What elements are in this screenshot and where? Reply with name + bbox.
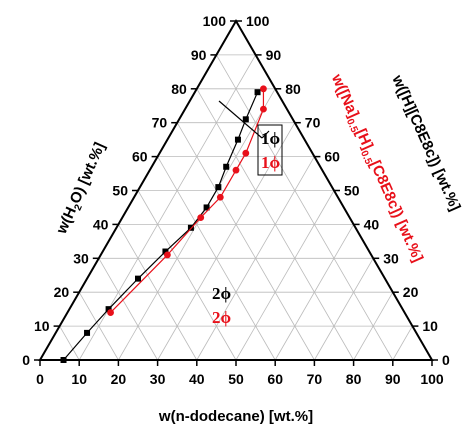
- left-tick-label: 80: [171, 81, 187, 97]
- left-tick-label: 10: [34, 318, 50, 334]
- grid-line-dodecane: [392, 325, 413, 361]
- right-tick-label: 90: [266, 47, 282, 63]
- right-tick-label: 40: [364, 216, 380, 232]
- pointer-line-1: [218, 100, 263, 139]
- right-tick-label: 60: [324, 149, 340, 165]
- right-tick-label: 100: [246, 13, 270, 29]
- grid-line-water: [78, 291, 119, 361]
- data-point-circle: [164, 251, 171, 259]
- bottom-tick-label: 10: [71, 371, 87, 387]
- pointer-line-2: [261, 130, 270, 139]
- grid-line-dodecane: [157, 122, 296, 361]
- bottom-tick-label: 0: [36, 371, 44, 387]
- grid-line-dodecane: [235, 190, 335, 361]
- right-tick-label: 70: [305, 115, 321, 131]
- bottom-tick-label: 60: [267, 371, 283, 387]
- right-tick-label: 20: [403, 284, 419, 300]
- data-point-square: [242, 116, 249, 123]
- data-point-square: [254, 89, 261, 96]
- grid-line-water: [216, 54, 394, 361]
- one-phase-box: [257, 124, 283, 176]
- left-tick-label: 70: [152, 115, 168, 131]
- left-tick-label: 60: [132, 149, 148, 165]
- one-phase-label-black: 1ϕ: [261, 129, 280, 148]
- data-point-square: [105, 306, 112, 313]
- data-point-square: [60, 357, 67, 363]
- bottom-tick-label: 30: [150, 371, 166, 387]
- data-point-circle: [216, 193, 224, 201]
- data-point-square: [223, 163, 230, 170]
- left-tick-label: 90: [191, 47, 207, 63]
- data-point-square: [234, 136, 241, 143]
- data-point-square: [135, 275, 141, 282]
- grid-line-dodecane: [274, 224, 354, 361]
- data-point-square: [203, 204, 210, 211]
- two-phase-label-red: 2ϕ: [212, 308, 231, 327]
- bottom-tick-label: 80: [346, 371, 362, 387]
- data-point-square: [84, 329, 91, 336]
- grid-line-water: [59, 325, 80, 361]
- left-tick-label: 100: [203, 13, 227, 29]
- data-point-square: [215, 184, 222, 191]
- right-tick-label: 30: [383, 250, 399, 266]
- data-point-circle: [107, 309, 114, 316]
- bottom-tick-label: 70: [307, 371, 323, 387]
- left-tick-label: 20: [54, 284, 70, 300]
- left-tick-label: 50: [112, 183, 128, 199]
- tick-marks: [34, 20, 438, 366]
- bottom-tick-label: 90: [385, 371, 401, 387]
- right-tick-label: 10: [422, 318, 438, 334]
- data-series: [60, 85, 267, 363]
- data-point-circle: [197, 214, 205, 222]
- grid-line-water: [118, 224, 198, 361]
- grid-line-dodecane: [353, 291, 394, 361]
- one-phase-label-red: 1ϕ: [261, 153, 280, 172]
- grid-line-water: [137, 190, 237, 361]
- right-axis-title-black: w([H][C8E8c]) [wt.%]: [388, 72, 464, 214]
- right-tick-label: 50: [344, 183, 360, 199]
- data-point-circle: [232, 166, 240, 174]
- left-tick-label: 0: [22, 352, 30, 368]
- bottom-tick-labels: 0 10 20 30 40 50 60 70 80 90 100: [36, 371, 444, 387]
- data-point-square: [162, 248, 169, 255]
- right-tick-label: 0: [442, 352, 450, 368]
- left-tick-label: 40: [93, 216, 109, 232]
- bottom-tick-label: 20: [111, 371, 127, 387]
- data-point-circle: [260, 85, 267, 93]
- grid-line-dodecane: [314, 258, 374, 361]
- bottom-tick-label: 40: [189, 371, 205, 387]
- data-point-circle: [242, 149, 250, 157]
- series-line-1: [110, 88, 265, 313]
- grid-lines: [59, 54, 413, 361]
- bottom-tick-label: 50: [228, 371, 244, 387]
- left-tick-label: 30: [73, 250, 89, 266]
- grid-line-water: [98, 258, 158, 361]
- bottom-tick-label: 100: [420, 371, 444, 387]
- one-phase-annotation: 1ϕ 1ϕ: [218, 100, 283, 176]
- two-phase-label-black: 2ϕ: [212, 284, 231, 303]
- right-tick-label: 80: [285, 81, 301, 97]
- grid-line-water: [176, 122, 315, 361]
- two-phase-annotation: 2ϕ 2ϕ: [212, 284, 231, 327]
- bottom-axis-title: w(n-dodecane) [wt.%]: [158, 408, 313, 425]
- data-point-circle: [260, 105, 267, 113]
